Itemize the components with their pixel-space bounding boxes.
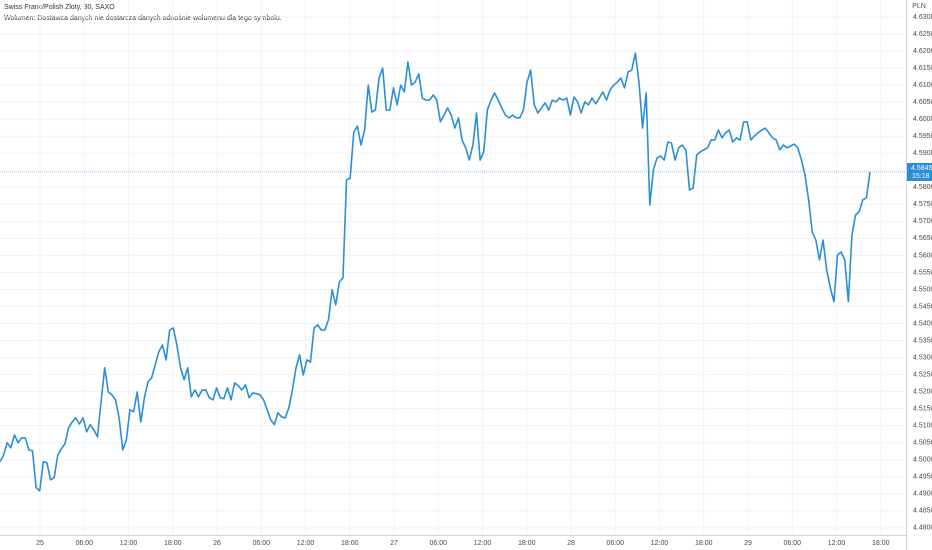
y-tick-label: 4.5800 xyxy=(913,184,932,191)
x-tick-label: 26 xyxy=(213,540,221,547)
x-tick-label: 18:00 xyxy=(341,540,359,547)
chart-subtitle: Wolumen: Dostawca danych nie dostarcza d… xyxy=(4,15,282,22)
y-tick-label: 4.5100 xyxy=(913,423,932,430)
y-tick-label: 4.5200 xyxy=(913,388,932,395)
x-tick-label: 25 xyxy=(36,540,44,547)
grid xyxy=(0,0,906,535)
x-tick-label: 12:00 xyxy=(828,540,846,547)
x-tick-label: 06:00 xyxy=(606,540,624,547)
y-tick-label: 4.5000 xyxy=(913,457,932,464)
currency-label: PLN xyxy=(912,3,926,10)
y-tick-label: 4.5950 xyxy=(913,133,932,140)
chart-title: Swiss Franc/Polish Zloty, 30, SAXO xyxy=(4,4,115,11)
x-tick-label: 12:00 xyxy=(297,540,315,547)
y-tick-label: 4.5900 xyxy=(913,150,932,157)
y-tick-label: 4.5050 xyxy=(913,440,932,447)
marks xyxy=(0,52,906,492)
y-tick-label: 4.6250 xyxy=(913,31,932,38)
x-tick-label: 18:00 xyxy=(872,540,890,547)
x-tick-label: 06:00 xyxy=(783,540,801,547)
y-tick-label: 4.5400 xyxy=(913,320,932,327)
price-line xyxy=(0,52,871,492)
x-tick-label: 12:00 xyxy=(651,540,669,547)
y-tick-label: 4.5600 xyxy=(913,252,932,259)
x-tick-label: 28 xyxy=(567,540,575,547)
y-tick-label: 4.5550 xyxy=(913,269,932,276)
y-tick-label: 4.5650 xyxy=(913,235,932,242)
y-tick-label: 4.5450 xyxy=(913,303,932,310)
y-tick-label: 4.4800 xyxy=(913,525,932,532)
y-tick-label: 4.5150 xyxy=(913,406,932,413)
y-tick-label: 4.6300 xyxy=(913,14,932,21)
y-tick-label: 4.5250 xyxy=(913,371,932,378)
x-tick-label: 06:00 xyxy=(75,540,93,547)
y-tick-label: 4.5750 xyxy=(913,201,932,208)
y-tick-label: 4.6150 xyxy=(913,65,932,72)
labels: 4.4800 4.4850 4.4900 4.4950 4.5000 4.5050 4.51… xyxy=(36,14,932,547)
x-tick-label: 18:00 xyxy=(695,540,713,547)
x-tick-label: 27 xyxy=(390,540,398,547)
x-tick-label: 18:00 xyxy=(164,540,182,547)
x-tick-label: 12:00 xyxy=(474,540,492,547)
y-tick-label: 4.6100 xyxy=(913,82,932,89)
last-price-box xyxy=(907,162,932,181)
y-tick-label: 4.4950 xyxy=(913,474,932,481)
x-tick-label: 06:00 xyxy=(252,540,270,547)
x-tick-label: 06:00 xyxy=(429,540,447,547)
y-tick-label: 4.5300 xyxy=(913,354,932,361)
x-tick-label: 12:00 xyxy=(120,540,138,547)
y-tick-label: 4.4900 xyxy=(913,491,932,498)
y-tick-label: 4.5500 xyxy=(913,286,932,293)
y-tick-label: 4.6050 xyxy=(913,99,932,106)
y-tick-label: 4.6200 xyxy=(913,48,932,55)
last-price-label: 4.5845 xyxy=(911,165,932,172)
y-tick-label: 4.5700 xyxy=(913,218,932,225)
y-tick-label: 4.6000 xyxy=(913,116,932,123)
y-tick-label: 4.5350 xyxy=(913,337,932,344)
countdown-label: 15:18 xyxy=(912,173,930,180)
x-tick-label: 18:00 xyxy=(518,540,536,547)
y-tick-label: 4.4850 xyxy=(913,508,932,515)
x-tick-label: 29 xyxy=(744,540,752,547)
